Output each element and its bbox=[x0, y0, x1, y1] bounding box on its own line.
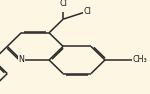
Text: CH₃: CH₃ bbox=[133, 55, 148, 64]
Text: N: N bbox=[18, 55, 24, 64]
Text: Cl: Cl bbox=[83, 7, 91, 16]
Text: Cl: Cl bbox=[59, 0, 67, 8]
